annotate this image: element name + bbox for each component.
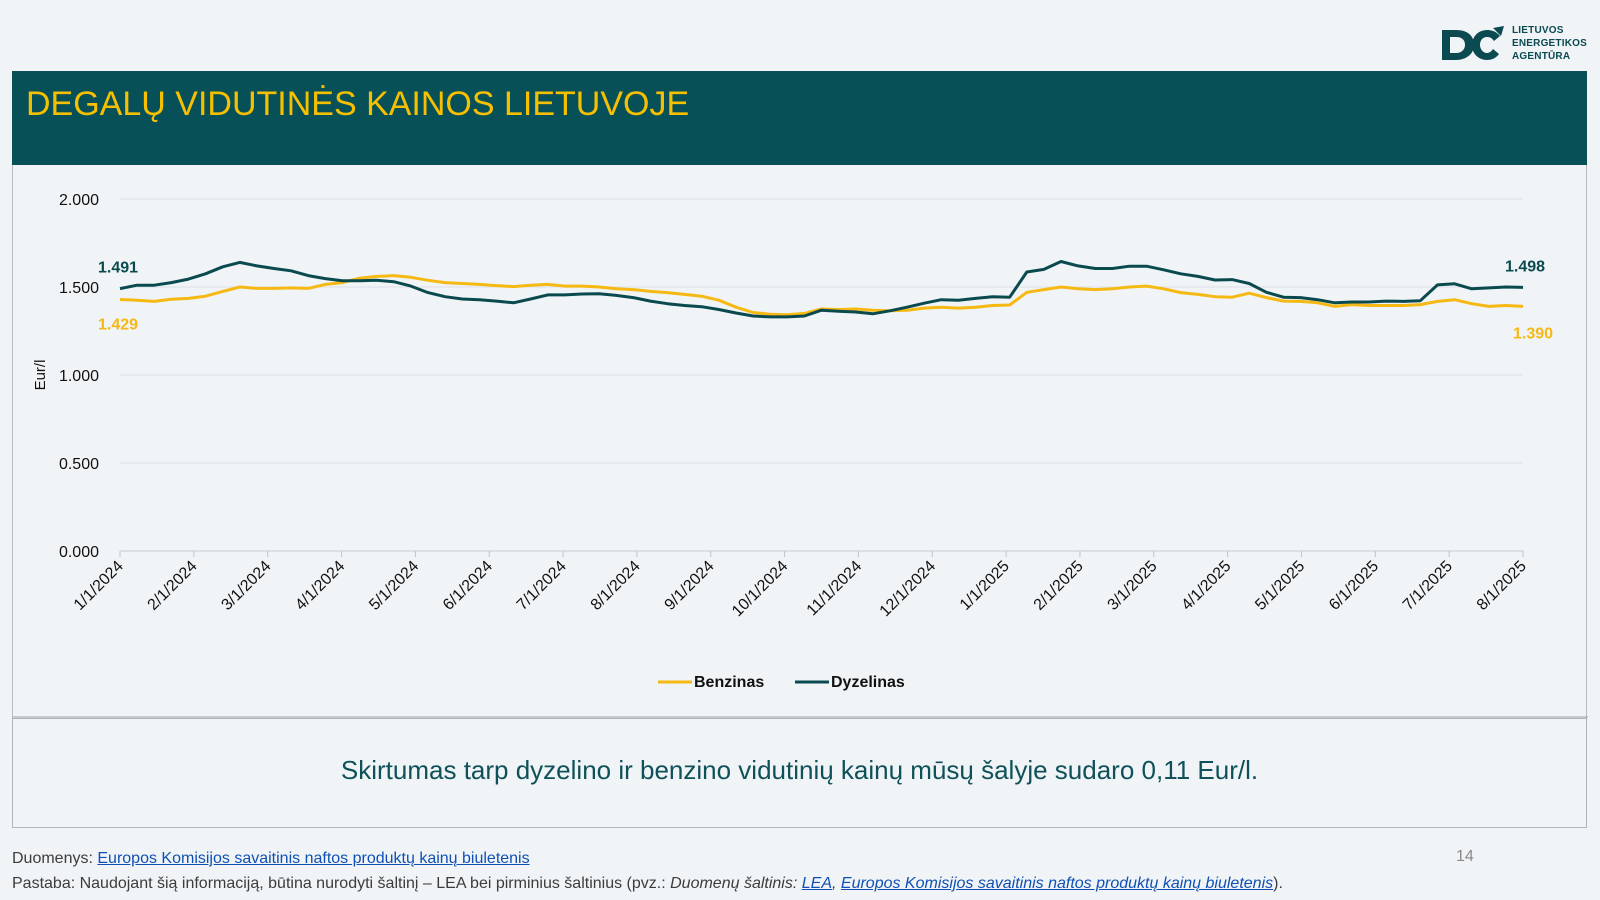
x-tick-label: 1/1/2025 (957, 558, 1013, 614)
footer-note-italic: Duomenų šaltinis: (670, 875, 802, 892)
data-label-start: 1.429 (98, 316, 138, 333)
x-tick-label: 4/1/2025 (1178, 558, 1234, 614)
data-source-link[interactable]: Europos Komisijos savaitinis naftos prod… (97, 850, 530, 867)
data-label-end: 1.390 (1513, 325, 1553, 342)
footer-note-separator: , (832, 875, 841, 892)
x-tick-label: 12/1/2024 (877, 558, 939, 620)
title-bar: DEGALŲ VIDUTINĖS KAINOS LIETUVOJE (12, 71, 1587, 165)
y-tick-label: 1.500 (59, 280, 99, 297)
y-axis-label: Eur/l (32, 360, 49, 391)
x-tick-label: 5/1/2025 (1252, 558, 1308, 614)
lea-logo: LIETUVOS ENERGETIKOS AGENTŪRA (1438, 22, 1588, 66)
footer-note-suffix: ). (1273, 875, 1283, 892)
footer-data-line: Duomenys: Europos Komisijos savaitinis n… (12, 846, 1283, 871)
legend-label: Benzinas (694, 674, 764, 691)
x-tick-label: 7/1/2025 (1400, 558, 1456, 614)
fuel-price-chart: 0.000 0.500 1.000 1.500 2.000 Eur/l 1/1/2024 2/… (13, 192, 1588, 718)
lea-logo-icon (1442, 26, 1504, 60)
y-tick-label: 0.000 (59, 544, 99, 561)
bulletin-link[interactable]: Europos Komisijos savaitinis naftos prod… (840, 875, 1274, 892)
logo-line-3: AGENTŪRA (1512, 51, 1571, 62)
x-tick-label: 8/1/2025 (1474, 558, 1530, 614)
summary-box: Skirtumas tarp dyzelino ir benzino vidut… (12, 718, 1587, 828)
y-tick-label: 0.500 (59, 456, 99, 473)
footer-data-prefix: Duomenys: (12, 850, 98, 867)
legend-label: Dyzelinas (831, 674, 905, 691)
x-tick-label: 3/1/2025 (1105, 558, 1161, 614)
series-line-dyzelinas (119, 260, 1524, 319)
footer-note-prefix: Pastaba: Naudojant šią informaciją, būti… (12, 875, 671, 892)
x-tick-label: 6/1/2025 (1326, 558, 1382, 614)
page-number: 14 (1456, 848, 1474, 865)
x-tick-label: 7/1/2024 (514, 558, 570, 614)
logo-line-2: ENERGETIKOS (1512, 38, 1587, 49)
footer-note-line: Pastaba: Naudojant šią informaciją, būti… (12, 871, 1283, 896)
x-tick-label: 1/1/2024 (71, 558, 127, 614)
logo-line-1: LIETUVOS (1512, 25, 1564, 36)
chart-panel: 0.000 0.500 1.000 1.500 2.000 Eur/l 1/1/2024 2/… (12, 165, 1588, 718)
x-tick-label: 10/1/2024 (729, 558, 791, 620)
x-tick-label: 3/1/2024 (218, 558, 274, 614)
summary-text: Skirtumas tarp dyzelino ir benzino vidut… (340, 755, 1259, 785)
data-label-start: 1.491 (98, 260, 138, 277)
y-tick-label: 2.000 (59, 192, 99, 209)
x-tick-label: 2/1/2024 (145, 558, 201, 614)
x-tick-label: 11/1/2024 (804, 558, 866, 620)
lea-link[interactable]: LEA (801, 875, 832, 892)
y-tick-label: 1.000 (59, 368, 99, 385)
x-tick-label: 9/1/2024 (662, 558, 718, 614)
page-title: DEGALŲ VIDUTINĖS KAINOS LIETUVOJE (26, 85, 690, 123)
data-label-end: 1.498 (1505, 258, 1545, 275)
x-tick-label: 4/1/2024 (292, 558, 348, 614)
footer: Duomenys: Europos Komisijos savaitinis n… (12, 846, 1283, 896)
x-tick-label: 5/1/2024 (366, 558, 422, 614)
x-tick-label: 6/1/2024 (440, 558, 496, 614)
x-tick-label: 8/1/2024 (588, 558, 644, 614)
x-tick-label: 2/1/2025 (1031, 558, 1087, 614)
